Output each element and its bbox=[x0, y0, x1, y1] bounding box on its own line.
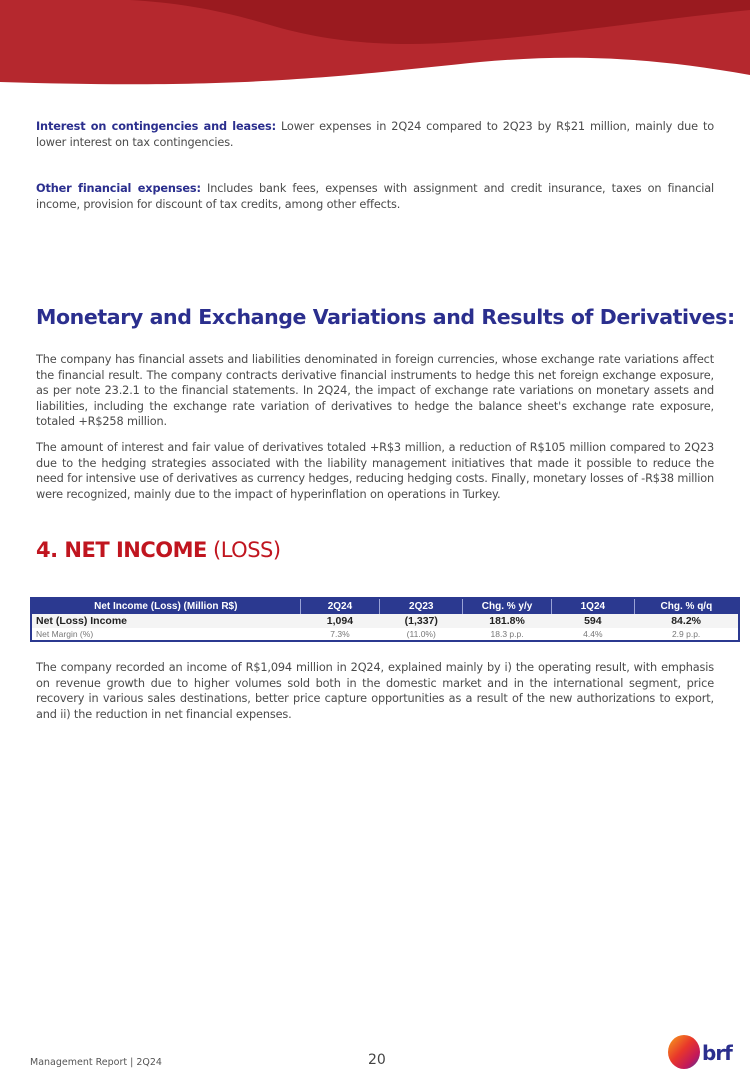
table-header: 2Q24 bbox=[299, 598, 380, 614]
other-expenses-text: Includes bank fees, expenses with assign… bbox=[36, 182, 715, 211]
net-income-section-title: 4. NET INCOME (LOSS) bbox=[36, 538, 281, 562]
table-header: 2Q23 bbox=[379, 598, 463, 614]
table-header: Net Income (Loss) (Million R$) bbox=[31, 598, 301, 614]
brf-logo: brf bbox=[668, 1035, 734, 1069]
table-cell: 84.2% bbox=[634, 614, 739, 628]
table-header: Chg. % y/y bbox=[462, 598, 552, 614]
table-cell: Net Margin (%) bbox=[36, 629, 94, 639]
table-cell: 181.8% bbox=[462, 614, 552, 628]
monetary-paragraph-2: The amount of interest and fair value of… bbox=[36, 441, 714, 501]
interest-label: Interest on contingencies and leases: bbox=[36, 120, 276, 133]
table-header: 1Q24 bbox=[550, 598, 635, 614]
table-cell: 4.4% bbox=[583, 629, 603, 639]
table-header-row: Net Income (Loss) (Million R$) 2Q24 2Q23… bbox=[31, 598, 739, 614]
table-cell: 7.3% bbox=[330, 629, 350, 639]
net-income-paragraph: The company recorded an income of R$1,09… bbox=[36, 661, 714, 721]
monetary-section-title: Monetary and Exchange Variations and Res… bbox=[36, 305, 735, 329]
table-row: Net (Loss) Income 1,094 (1,337) 181.8% 5… bbox=[31, 614, 739, 628]
other-expenses-label: Other financial expenses: bbox=[36, 182, 201, 195]
table-cell: 594 bbox=[551, 614, 635, 628]
svg-text:brf: brf bbox=[702, 1041, 733, 1065]
monetary-paragraph-1: The company has financial assets and lia… bbox=[36, 353, 714, 429]
table-cell: 18.3 p.p. bbox=[490, 629, 524, 639]
table-header: Chg. % q/q bbox=[633, 598, 739, 614]
footer-report-label: Management Report | 2Q24 bbox=[30, 1057, 162, 1068]
table-cell: (1,337) bbox=[379, 614, 463, 628]
interest-text: Lower expenses in 2Q24 compared to 2Q23 … bbox=[36, 120, 714, 149]
net-income-title-suffix: (LOSS) bbox=[206, 538, 281, 562]
interest-paragraph: Interest on contingencies and leases: Lo… bbox=[36, 119, 714, 150]
table-row: Net Margin (%) 7.3% (11.0%) 18.3 p.p. 4.… bbox=[31, 628, 739, 641]
page-number: 20 bbox=[368, 1052, 386, 1068]
table-cell: 2.9 p.p. bbox=[671, 629, 701, 639]
table-cell: (11.0%) bbox=[406, 629, 436, 639]
net-income-title-main: 4. NET INCOME bbox=[36, 538, 207, 562]
table-cell: Net (Loss) Income bbox=[31, 614, 301, 628]
net-income-table: Net Income (Loss) (Million R$) 2Q24 2Q23… bbox=[30, 597, 740, 642]
table-cell: 1,094 bbox=[300, 614, 380, 628]
other-expenses-paragraph: Other financial expenses: Includes bank … bbox=[36, 181, 714, 212]
header-wave-decoration bbox=[0, 0, 750, 85]
